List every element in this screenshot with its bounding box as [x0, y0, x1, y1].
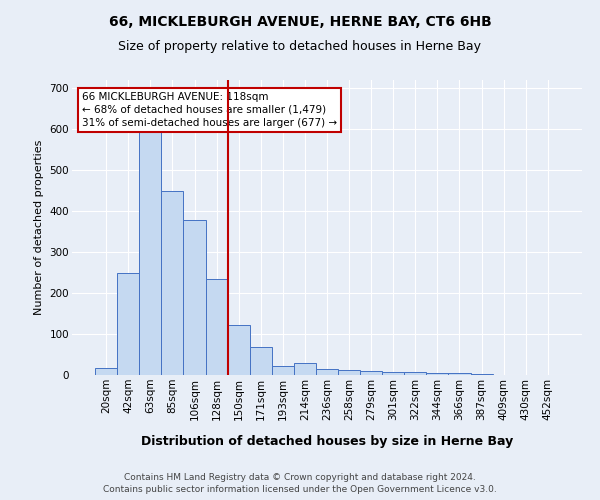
Text: 66, MICKLEBURGH AVENUE, HERNE BAY, CT6 6HB: 66, MICKLEBURGH AVENUE, HERNE BAY, CT6 6… — [109, 15, 491, 29]
Bar — [184, 220, 206, 375]
Bar — [272, 366, 294, 375]
Bar — [470, 374, 493, 375]
Bar — [95, 368, 117, 375]
Bar — [404, 372, 427, 375]
Bar — [250, 347, 272, 375]
Bar — [448, 373, 470, 375]
Bar — [117, 274, 139, 375]
Bar — [206, 278, 227, 375]
Bar — [227, 326, 250, 375]
Bar — [294, 362, 316, 375]
Bar — [139, 126, 161, 375]
Bar — [360, 371, 382, 375]
Y-axis label: Number of detached properties: Number of detached properties — [34, 140, 44, 315]
Bar — [161, 190, 184, 375]
Text: 66 MICKLEBURGH AVENUE: 118sqm
← 68% of detached houses are smaller (1,479)
31% o: 66 MICKLEBURGH AVENUE: 118sqm ← 68% of d… — [82, 92, 337, 128]
Bar — [427, 372, 448, 375]
Bar — [338, 370, 360, 375]
Text: Contains public sector information licensed under the Open Government Licence v3: Contains public sector information licen… — [103, 485, 497, 494]
Bar — [382, 372, 404, 375]
Text: Size of property relative to detached houses in Herne Bay: Size of property relative to detached ho… — [119, 40, 482, 53]
Text: Distribution of detached houses by size in Herne Bay: Distribution of detached houses by size … — [141, 435, 513, 448]
Bar — [316, 370, 338, 375]
Text: Contains HM Land Registry data © Crown copyright and database right 2024.: Contains HM Land Registry data © Crown c… — [124, 472, 476, 482]
